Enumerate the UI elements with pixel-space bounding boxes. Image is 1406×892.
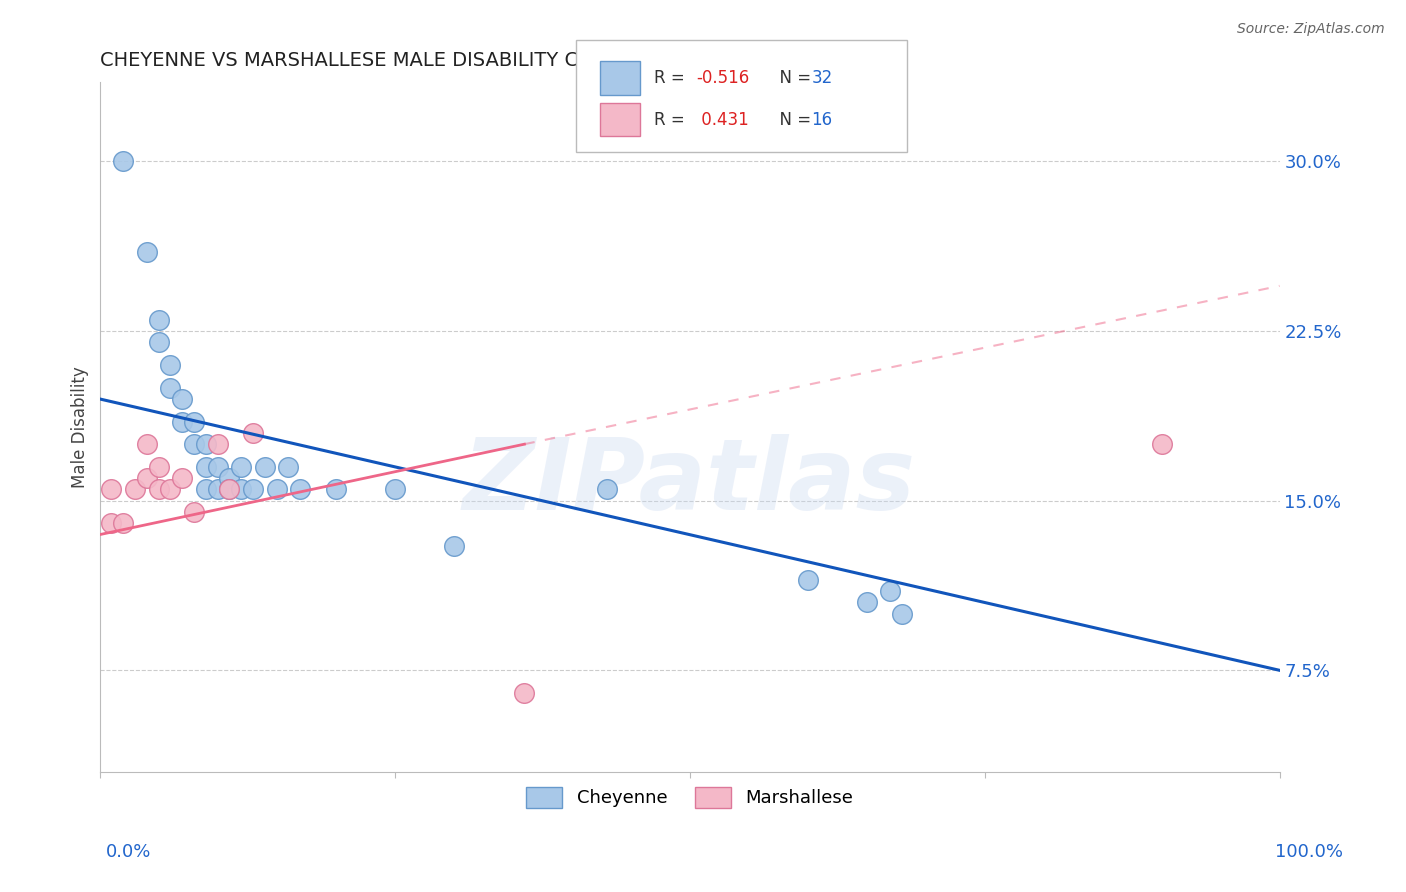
Point: [183, 437, 205, 451]
Text: R =: R =: [654, 69, 690, 87]
Text: R =: R =: [654, 111, 690, 128]
Y-axis label: Male Disability: Male Disability: [72, 367, 89, 488]
Text: 32: 32: [811, 69, 832, 87]
Point: [148, 335, 170, 350]
Point: [135, 437, 157, 451]
Point: [159, 358, 181, 372]
Legend: Cheyenne, Marshallese: Cheyenne, Marshallese: [519, 780, 860, 814]
Point: [148, 459, 170, 474]
Text: 100.0%: 100.0%: [1275, 843, 1343, 861]
Point: [194, 437, 217, 451]
Point: [218, 483, 240, 497]
Point: [135, 244, 157, 259]
Point: [172, 415, 194, 429]
Point: [112, 516, 135, 531]
Point: [290, 483, 312, 497]
Point: [159, 483, 181, 497]
Point: [172, 392, 194, 406]
Point: [207, 459, 229, 474]
Point: [183, 505, 205, 519]
Text: Source: ZipAtlas.com: Source: ZipAtlas.com: [1237, 22, 1385, 37]
Point: [242, 425, 264, 440]
Point: [218, 483, 240, 497]
Text: ZIPatlas: ZIPatlas: [463, 434, 917, 531]
Point: [231, 459, 253, 474]
Point: [100, 483, 122, 497]
Point: [148, 313, 170, 327]
Point: [207, 437, 229, 451]
Point: [384, 483, 406, 497]
Point: [172, 471, 194, 485]
Point: [100, 516, 122, 531]
Point: [135, 471, 157, 485]
Point: [194, 483, 217, 497]
Point: [207, 483, 229, 497]
Point: [183, 415, 205, 429]
Point: [124, 483, 146, 497]
Text: -0.516: -0.516: [696, 69, 749, 87]
Point: [1150, 437, 1173, 451]
Text: 16: 16: [811, 111, 832, 128]
Text: 0.431: 0.431: [696, 111, 749, 128]
Point: [231, 483, 253, 497]
Point: [879, 584, 901, 599]
Text: 0.0%: 0.0%: [105, 843, 150, 861]
Text: N =: N =: [769, 111, 817, 128]
Point: [266, 483, 288, 497]
Point: [277, 459, 299, 474]
Point: [855, 595, 877, 609]
Point: [253, 459, 276, 474]
Point: [325, 483, 347, 497]
Point: [596, 483, 619, 497]
Point: [796, 573, 818, 587]
Point: [218, 471, 240, 485]
Point: [148, 483, 170, 497]
Point: [513, 686, 536, 700]
Point: [159, 381, 181, 395]
Point: [242, 483, 264, 497]
Text: N =: N =: [769, 69, 817, 87]
Point: [443, 539, 465, 553]
Point: [194, 459, 217, 474]
Point: [112, 154, 135, 169]
Text: CHEYENNE VS MARSHALLESE MALE DISABILITY CORRELATION CHART: CHEYENNE VS MARSHALLESE MALE DISABILITY …: [100, 51, 775, 70]
Point: [891, 607, 914, 621]
